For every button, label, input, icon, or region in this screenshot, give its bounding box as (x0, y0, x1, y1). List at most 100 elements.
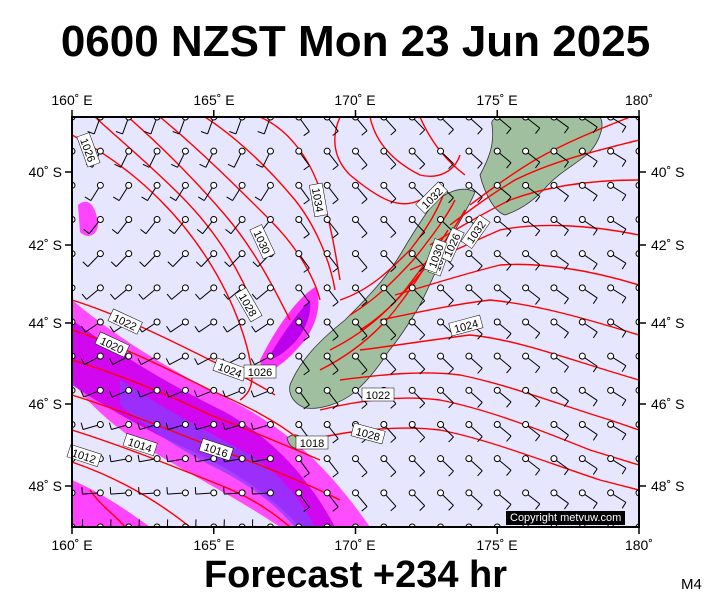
wind-station-dot (323, 250, 331, 258)
wind-barb-flag (592, 400, 598, 407)
wind-barb-flag (621, 262, 627, 270)
wind-station-dot (550, 386, 558, 394)
wind-station-dot (153, 216, 161, 223)
wind-barb-flag (87, 131, 95, 135)
wind-station-dot (266, 421, 274, 428)
wind-barb-flag (535, 264, 541, 271)
wind-station-dot (607, 147, 615, 155)
wind-barb-staff (72, 287, 73, 289)
wind-barb-flag (477, 367, 483, 374)
wind-station-dot (493, 352, 501, 360)
rain-patch-fiordland-core (272, 300, 311, 358)
wind-station-dot (352, 250, 359, 258)
wind-barb-flag (303, 267, 310, 273)
wind-barb-flag (621, 126, 627, 133)
wind-station-dot (352, 455, 359, 463)
wind-barb-staff (638, 151, 639, 152)
wind-station-dot (181, 455, 189, 463)
wind-barb-flag (59, 132, 66, 134)
wind-barb-flag (251, 293, 258, 300)
wind-barb-flag (506, 469, 512, 476)
wind-barb-flag (651, 502, 655, 508)
wind-barb-flag (506, 230, 512, 237)
wind-barb-flag (257, 131, 265, 135)
wind-station-dot (437, 147, 445, 155)
wind-barb-staff (610, 526, 612, 527)
model-label: M4 (681, 576, 702, 593)
wind-station-dot (607, 250, 615, 258)
wind-station-dot (465, 284, 473, 292)
wind-barb-flag (109, 358, 114, 365)
wind-station-dot (125, 455, 133, 463)
wind-barb-flag (332, 267, 339, 273)
isobar-label: 1018 (300, 438, 324, 450)
wind-barb-flag (651, 468, 655, 474)
wind-barb-flag (169, 196, 177, 202)
wind-barb-staff (638, 356, 639, 357)
wind-barb-flag (563, 468, 569, 476)
lon-tick-bottom: 165˚ E (193, 537, 235, 553)
wind-station-dot (238, 147, 246, 155)
wind-station-dot (493, 421, 501, 428)
wind-barb-staff (525, 526, 527, 527)
wind-barb-flag (166, 293, 172, 300)
wind-barb-flag (390, 130, 397, 136)
wind-barb-flag (195, 261, 202, 267)
wind-barb-flag (225, 228, 232, 235)
wind-barb-flag (563, 434, 569, 442)
wind-station-dot (181, 216, 189, 223)
wind-barb-flag (506, 162, 512, 169)
wind-station-dot (380, 421, 388, 428)
wind-station-dot (522, 386, 530, 394)
wind-barb-flag (144, 131, 152, 135)
wind-barb-flag (592, 195, 598, 202)
wind-barb-flag (477, 265, 483, 272)
wind-station-dot (323, 455, 331, 463)
rain-patch-west (78, 201, 98, 236)
wind-barb-flag (477, 436, 483, 443)
wind-barb-flag (256, 163, 263, 168)
wind-barb-flag (535, 196, 541, 203)
wind-station-dot (295, 386, 303, 394)
wind-station-dot (295, 284, 303, 292)
wind-barb-flag (448, 129, 454, 135)
wind-barb-flag (592, 160, 598, 168)
wind-barb-flag (535, 366, 541, 374)
wind-barb-flag (250, 422, 254, 430)
wind-station-dot (465, 352, 473, 360)
wind-barb-flag (115, 131, 123, 135)
wind-barb-flag (477, 197, 483, 203)
wind-barb-flag (222, 422, 226, 430)
wind-station-dot (578, 181, 586, 189)
wind-barb-flag (165, 422, 169, 430)
wind-barb-flag (194, 422, 197, 430)
wind-station-dot (266, 181, 274, 189)
wind-barb-flag (53, 455, 54, 462)
wind-barb-flag (303, 131, 310, 137)
wind-station-dot (125, 421, 133, 428)
wind-barb-staff (412, 526, 413, 527)
wind-barb-flag (390, 232, 397, 238)
wind-barb-flag (303, 233, 310, 239)
wind-barb-staff (638, 253, 639, 255)
wind-barb-flag (419, 232, 426, 238)
wind-barb-flag (592, 229, 598, 236)
lon-tick-top: 170˚ E (334, 92, 376, 108)
wind-barb-flag (506, 264, 512, 271)
lon-tick-top: 175˚ E (476, 92, 518, 108)
wind-station-dot (125, 284, 133, 292)
copyright-badge[interactable]: Copyright metvuw.com (506, 511, 626, 525)
wind-barb-flag (535, 332, 541, 339)
wind-barb-flag (448, 265, 454, 272)
wind-barb-flag (84, 196, 92, 202)
wind-barb-flag (535, 230, 541, 237)
wind-barb-flag (419, 129, 426, 136)
wind-barb-flag (564, 538, 568, 544)
wind-barb-flag (332, 335, 339, 341)
wind-barb-flag (137, 422, 141, 430)
wind-barb-flag (254, 196, 262, 202)
wind-barb-flag (419, 505, 426, 512)
wind-station-dot (181, 250, 189, 258)
wind-barb-flag (448, 504, 454, 511)
